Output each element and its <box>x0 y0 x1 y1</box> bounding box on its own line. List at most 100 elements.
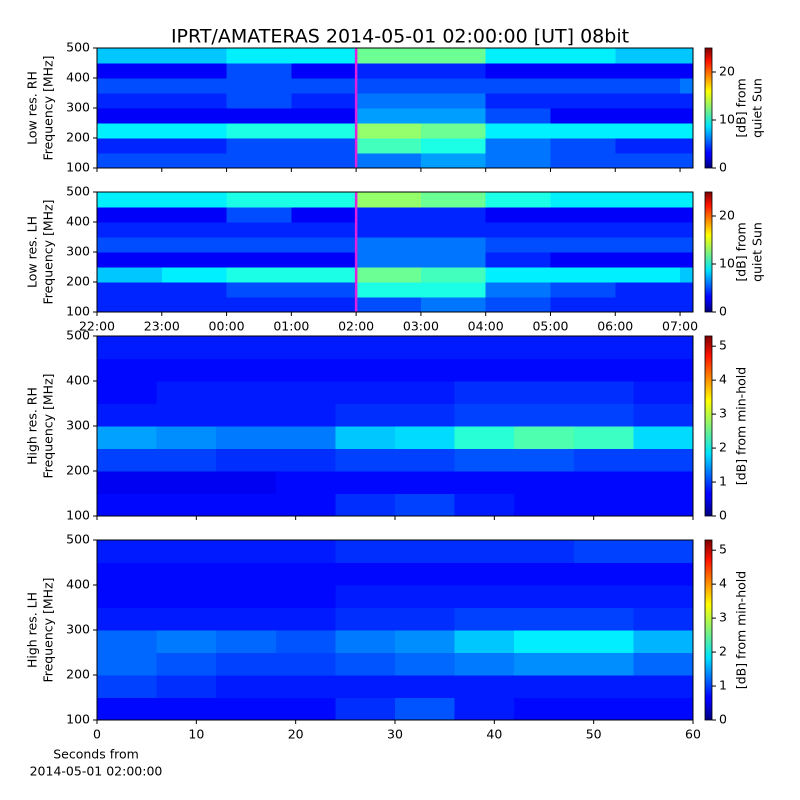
heatmap-cell <box>226 192 292 208</box>
y-tick-label: 400 <box>66 214 90 229</box>
heatmap-cell <box>454 607 515 631</box>
x-tick-label: 02:00 <box>338 319 374 334</box>
heatmap-cell <box>97 358 158 382</box>
heatmap-cell <box>275 675 336 698</box>
heatmap-cell <box>680 138 694 154</box>
heatmap-cell <box>226 78 292 94</box>
heatmap-cell <box>335 562 396 586</box>
heatmap-cell <box>335 652 396 676</box>
colorbar-label: quiet Sun <box>750 222 765 282</box>
y-axis-label: High res. LH <box>25 592 40 668</box>
heatmap-cell <box>156 381 217 404</box>
heatmap-cell <box>485 297 551 313</box>
colorbar-tick-label: 20 <box>719 208 735 223</box>
heatmap-cell <box>161 267 228 283</box>
heatmap-cell <box>97 675 158 698</box>
heatmap-cell <box>216 630 277 653</box>
heatmap-cell <box>156 493 217 517</box>
heatmap-cell <box>97 540 158 563</box>
heatmap-cell <box>156 607 217 631</box>
heatmap-cell <box>275 585 336 608</box>
heatmap-cell <box>356 123 422 139</box>
heatmap-cell <box>633 426 694 449</box>
heatmap-cell <box>356 78 422 94</box>
heatmap-cell <box>454 426 515 449</box>
heatmap-cell <box>356 48 422 64</box>
heatmap-cell <box>633 607 694 631</box>
heatmap-cell <box>356 192 422 208</box>
heatmap-cell <box>573 562 634 586</box>
heatmap-cell <box>514 652 575 676</box>
heatmap-cell <box>550 93 616 109</box>
heatmap-cell <box>485 78 551 94</box>
heatmap-cell <box>97 471 158 494</box>
heatmap-cell <box>335 471 396 494</box>
heatmap-cell <box>454 336 515 359</box>
heatmap-cell <box>420 267 487 283</box>
x-tick-label: 40 <box>486 727 502 742</box>
heatmap-cell <box>97 403 158 427</box>
heatmap-cell <box>97 562 158 586</box>
heatmap-cell <box>395 358 456 382</box>
heatmap-cell <box>514 381 575 404</box>
heatmap-cell <box>514 607 575 631</box>
heatmap-cell <box>633 540 694 563</box>
colorbar-tick-label: 1 <box>719 474 727 489</box>
y-tick-label: 100 <box>66 508 90 523</box>
y-axis-label: Frequency [MHz] <box>41 55 56 160</box>
x-tick-label: 04:00 <box>468 319 504 334</box>
heatmap-cell <box>395 630 456 653</box>
colorbar-tick-label: 3 <box>719 610 727 625</box>
heatmap-cell <box>216 562 277 586</box>
heatmap-cell <box>97 93 163 109</box>
heatmap-cell <box>485 108 551 124</box>
heatmap-cell <box>226 108 292 124</box>
heatmap-cell <box>97 630 158 653</box>
heatmap-cell <box>216 607 277 631</box>
heatmap-cell <box>420 108 487 124</box>
x-tick-label: 23:00 <box>144 319 180 334</box>
heatmap-cell <box>97 697 158 721</box>
heatmap-cell <box>356 63 422 79</box>
colorbar-label: quiet Sun <box>750 78 765 138</box>
heatmap-cell <box>454 381 515 404</box>
heatmap-cell <box>161 123 228 139</box>
heatmap-cell <box>485 63 551 79</box>
colorbar-tick-label: 4 <box>719 372 727 387</box>
heatmap-cell <box>680 222 694 238</box>
heatmap-cell <box>550 252 616 268</box>
heatmap-cell <box>97 267 163 283</box>
heatmap-cell <box>514 358 575 382</box>
heatmap-cell <box>615 93 681 109</box>
heatmap-cell <box>291 252 357 268</box>
heatmap-cell <box>680 93 694 109</box>
heatmap-cell <box>420 63 487 79</box>
heatmap-cell <box>550 108 616 124</box>
heatmap-cell <box>275 448 336 472</box>
heatmap-cell <box>335 540 396 563</box>
heatmap-cell <box>633 471 694 494</box>
heatmap-cell <box>97 448 158 472</box>
heatmap-cell <box>573 630 634 653</box>
heatmap-cell <box>356 138 422 154</box>
heatmap-cell <box>275 697 336 721</box>
heatmap-cell <box>514 471 575 494</box>
heatmap-cell <box>335 336 396 359</box>
heatmap-cell <box>573 448 634 472</box>
heatmap-cell <box>454 630 515 653</box>
heatmap-cell <box>615 297 681 313</box>
heatmap-cell <box>161 237 228 253</box>
heatmap-cell <box>633 493 694 517</box>
heatmap-cell <box>161 138 228 154</box>
colorbar <box>704 47 713 169</box>
heatmap-cell <box>97 426 158 449</box>
heatmap-cell <box>420 192 487 208</box>
heatmap-cell <box>395 471 456 494</box>
heatmap-cell <box>454 358 515 382</box>
colorbar <box>704 539 713 721</box>
heatmap-cell <box>216 540 277 563</box>
y-tick-label: 200 <box>66 463 90 478</box>
heatmap-cell <box>156 585 217 608</box>
heatmap-cell <box>291 78 357 94</box>
y-tick-label: 100 <box>66 160 90 175</box>
